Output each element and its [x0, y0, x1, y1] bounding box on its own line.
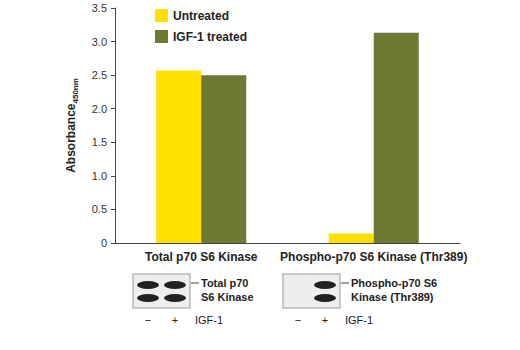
svg-text:3.5: 3.5	[92, 2, 107, 14]
svg-text:0.5: 0.5	[92, 203, 107, 215]
svg-text:1.5: 1.5	[92, 136, 107, 148]
svg-text:S6 Kinase: S6 Kinase	[201, 291, 254, 303]
svg-text:Phospho-p70 S6: Phospho-p70 S6	[351, 277, 437, 289]
svg-text:Absorbance: Absorbance	[64, 103, 78, 173]
svg-text:Kinase (Thr389): Kinase (Thr389)	[351, 291, 434, 303]
svg-text:−: −	[145, 314, 151, 326]
svg-text:IGF-1: IGF-1	[195, 314, 223, 326]
svg-text:Total p70: Total p70	[201, 277, 248, 289]
svg-text:450nm: 450nm	[71, 78, 80, 103]
svg-text:IGF-1 treated: IGF-1 treated	[173, 30, 247, 44]
svg-text:2.0: 2.0	[92, 103, 107, 115]
svg-text:1.0: 1.0	[92, 170, 107, 182]
svg-text:Total p70 S6 Kinase: Total p70 S6 Kinase	[145, 250, 258, 264]
svg-text:Untreated: Untreated	[173, 9, 229, 23]
svg-text:Phospho-p70 S6 Kinase (Thr389): Phospho-p70 S6 Kinase (Thr389)	[280, 250, 467, 264]
svg-text:−: −	[295, 314, 301, 326]
svg-text:+: +	[322, 314, 328, 326]
svg-text:3.0: 3.0	[92, 36, 107, 48]
svg-text:0: 0	[101, 237, 107, 249]
svg-text:+: +	[172, 314, 178, 326]
svg-text:2.5: 2.5	[92, 69, 107, 81]
svg-text:IGF-1: IGF-1	[345, 314, 373, 326]
